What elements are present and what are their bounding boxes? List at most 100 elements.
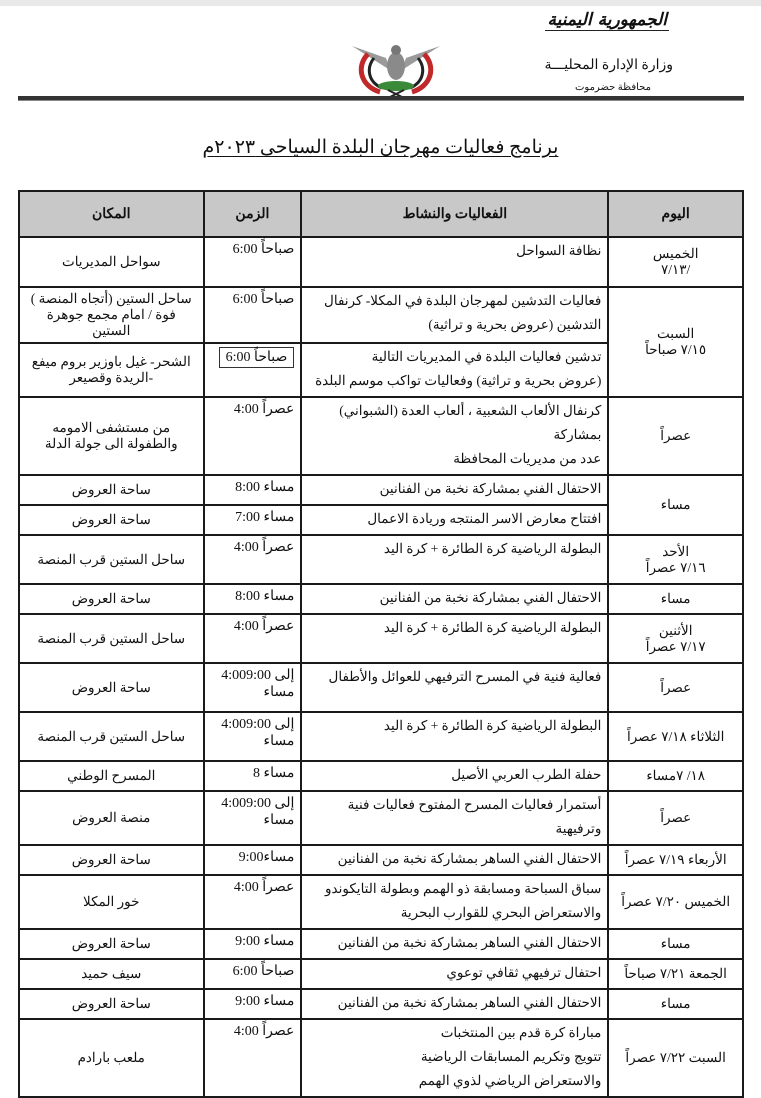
place-cell: ساحل الستين قرب المنصة bbox=[18, 613, 205, 664]
day-text: الأربعاء ٧/١٩ عصراً bbox=[624, 852, 727, 867]
time-cell: 4:00 عصراً bbox=[202, 396, 303, 476]
activity-text: التدشين (عروض بحرية و تراثية) bbox=[428, 317, 602, 332]
activity-text: والاستعراض البحري للقوارب البحرية bbox=[400, 905, 602, 920]
activity-text: (عروض بحرية و تراثية) وفعاليات تواكب موس… bbox=[315, 373, 602, 388]
place-cell: منصة العروض bbox=[18, 790, 205, 846]
schedule-table: اليوم الفعاليات والنشاط الزمن المكان الخ… bbox=[18, 190, 744, 1098]
time-text: 4:00 عصراً bbox=[233, 619, 295, 634]
day-text: مساء bbox=[660, 591, 691, 606]
republic-calligraphy-logo: الجمهورية اليمنية bbox=[545, 10, 669, 31]
day-text: الخميس ٧/٢٠ عصراً bbox=[621, 894, 731, 909]
table-row: مساء الاحتفال الفني الساهر بمشاركة نخبة م… bbox=[18, 988, 744, 1020]
table-row: الثلاثاء ٧/١٨ عصراً البطولة الرياضية كرة … bbox=[18, 711, 744, 762]
day-cell: عصراً bbox=[607, 790, 744, 846]
activity-text: عدد من مديريات المحافظة bbox=[453, 451, 602, 466]
table-row: عصراً فعالية فنية في المسرح الترفيهي للعو… bbox=[18, 662, 744, 713]
day-text: عصراً bbox=[660, 679, 692, 695]
time-cell: 8:00 مساء bbox=[202, 583, 303, 615]
time-cell: 4:00 عصراً bbox=[202, 613, 303, 664]
place-cell: ساحة العروض bbox=[18, 504, 205, 536]
activity-text: الاحتفال الفني الساهر بمشاركة نخبة من ال… bbox=[337, 995, 602, 1010]
activity-cell: افتتاح معارض الاسر المنتجه وريادة الاعما… bbox=[300, 504, 610, 536]
header-time: الزمن bbox=[202, 190, 303, 238]
activity-cell: فعاليات التدشين لمهرجان البلدة في المكلا… bbox=[300, 286, 610, 344]
time-text: 8:00 مساء bbox=[235, 589, 295, 604]
day-text: الجمعة ٧/٢١ صباحاً bbox=[624, 966, 727, 981]
time-text: 9:00 مساء bbox=[235, 994, 295, 1009]
time-cell: 9:00 مساء bbox=[202, 928, 303, 960]
place-cell: سواحل المديريات bbox=[18, 236, 205, 288]
time-text: 4:00 عصراً bbox=[233, 880, 295, 895]
day-cell: مساء bbox=[607, 928, 744, 960]
time-text: 6:00 صباحاً bbox=[232, 964, 295, 979]
day-text: عصراً bbox=[660, 810, 692, 825]
day-text: ٧/١٦ عصراً bbox=[645, 559, 706, 575]
day-cell: الأثنين ٧/١٧ عصراً bbox=[607, 613, 744, 664]
activity-text: تدشين فعاليات البلدة في المديريات التالي… bbox=[371, 349, 602, 364]
activity-cell: سباق السباحة ومسابقة ذو الهمم وبطولة الت… bbox=[300, 874, 610, 930]
place-cell: ملعب بارادم bbox=[18, 1018, 205, 1098]
place-cell: الشحر- غيل باوزير بروم ميفع -الريدة وقصي… bbox=[18, 342, 205, 398]
place-cell: ساحة العروض bbox=[18, 988, 205, 1020]
time-text: 4:00 عصراً bbox=[233, 1024, 295, 1039]
place-cell: ساحة العروض bbox=[18, 662, 205, 713]
day-cell: مساء bbox=[607, 583, 744, 615]
table-row: مساء الاحتفال الفني بمشاركة نخبة من الفنا… bbox=[18, 474, 744, 536]
day-text: مساء bbox=[660, 996, 691, 1011]
time-text: 4:00إلى 9:00 مساء bbox=[221, 668, 295, 700]
day-cell: الثلاثاء ٧/١٨ عصراً bbox=[607, 711, 744, 762]
activity-cell: البطولة الرياضية كرة الطائرة + كرة اليد bbox=[300, 534, 610, 585]
activity-cell: الاحتفال الفني الساهر بمشاركة نخبة من ال… bbox=[300, 844, 610, 876]
table-row: مساء الاحتفال الفني بمشاركة نخبة من الفنا… bbox=[18, 583, 744, 615]
time-cell: 7:00 مساء bbox=[202, 504, 303, 536]
place-cell: ساحل الستين قرب المنصة bbox=[18, 711, 205, 762]
activity-cell: احتفال ترفيهي ثقافي توعوي bbox=[300, 958, 610, 990]
activity-text: سباق السباحة ومسابقة ذو الهمم وبطولة الت… bbox=[325, 881, 602, 896]
place-cell: خور المكلا bbox=[18, 874, 205, 930]
activity-cell: حفلة الطرب العربي الأصيل bbox=[300, 760, 610, 792]
time-cell: 8:00 مساء bbox=[202, 474, 303, 506]
day-text: /٧/١٣ bbox=[661, 262, 691, 277]
time-text: 4:00إلى 9:00 مساء bbox=[221, 717, 295, 749]
activity-cell: الاحتفال الفني الساهر بمشاركة نخبة من ال… bbox=[300, 988, 610, 1020]
time-text: 9:00مساء bbox=[238, 850, 295, 865]
activity-text: افتتاح معارض الاسر المنتجه وريادة الاعما… bbox=[367, 511, 602, 526]
day-cell: الأحد ٧/١٦ عصراً bbox=[607, 534, 744, 585]
activity-cell: الاحتفال الفني الساهر بمشاركة نخبة من ال… bbox=[300, 928, 610, 960]
time-cell: 9:00مساء bbox=[202, 844, 303, 876]
time-cell: 6:00 صباحاً bbox=[202, 236, 303, 288]
day-text: عصراً bbox=[660, 428, 692, 443]
day-cell: الخميس ٧/٢٠ عصراً bbox=[607, 874, 744, 930]
day-text: ٧/١٥ صباحاً bbox=[645, 342, 707, 357]
day-cell: مساء bbox=[607, 474, 744, 536]
table-row: مساء الاحتفال الفني الساهر بمشاركة نخبة م… bbox=[18, 928, 744, 960]
table-row: ١٨/ ٧مساء حفلة الطرب العربي الأصيل 8 مساء ا… bbox=[18, 760, 744, 792]
top-edge bbox=[0, 0, 761, 6]
page-title: برنامج فعاليات مهرجان البلدة السياحى ٢٠٢… bbox=[0, 136, 761, 159]
time-cell: 4:00إلى 9:00 مساء bbox=[202, 790, 303, 846]
day-cell: الجمعة ٧/٢١ صباحاً bbox=[607, 958, 744, 990]
table-row: الأحد ٧/١٦ عصراً البطولة الرياضية كرة الطا… bbox=[18, 534, 744, 585]
time-text: 4:00إلى 9:00 مساء bbox=[221, 796, 295, 828]
activity-text: مباراة كرة قدم بين المنتخبات bbox=[440, 1025, 602, 1040]
time-cell: 4:00 عصراً bbox=[202, 534, 303, 585]
table-row: السبت ٧/١٥ صباحاً فعاليات التدشين لمهرجان … bbox=[18, 286, 744, 398]
table-row: الأربعاء ٧/١٩ عصراً الاحتفال الفني الساهر… bbox=[18, 844, 744, 876]
activity-text: الاحتفال الفني الساهر بمشاركة نخبة من ال… bbox=[337, 935, 602, 950]
activity-cell: الاحتفال الفني بمشاركة نخبة من الفنانين bbox=[300, 474, 610, 506]
day-text: الأثنين bbox=[658, 622, 693, 638]
time-text: 9:00 مساء bbox=[235, 934, 295, 949]
table-row: الخميس ٧/٢٠ عصراً سباق السباحة ومسابقة ذو… bbox=[18, 874, 744, 930]
time-cell: 4:00 عصراً bbox=[202, 1018, 303, 1098]
day-text: مساء bbox=[660, 497, 691, 512]
activity-text: الاحتفال الفني بمشاركة نخبة من الفنانين bbox=[379, 590, 602, 605]
time-cell: 8 مساء bbox=[202, 760, 303, 792]
activity-text: البطولة الرياضية كرة الطائرة + كرة اليد bbox=[383, 541, 602, 556]
day-text: الخميس bbox=[652, 246, 699, 261]
place-cell: سيف حميد bbox=[18, 958, 205, 990]
activity-text: أستمرار فعاليات المسرح المفتوح فعاليات ف… bbox=[347, 797, 602, 836]
activity-text: الاحتفال الفني الساهر بمشاركة نخبة من ال… bbox=[337, 851, 602, 866]
activity-cell: الاحتفال الفني بمشاركة نخبة من الفنانين bbox=[300, 583, 610, 615]
time-cell: 4:00إلى 9:00 مساء bbox=[202, 711, 303, 762]
activity-cell: أستمرار فعاليات المسرح المفتوح فعاليات ف… bbox=[300, 790, 610, 846]
